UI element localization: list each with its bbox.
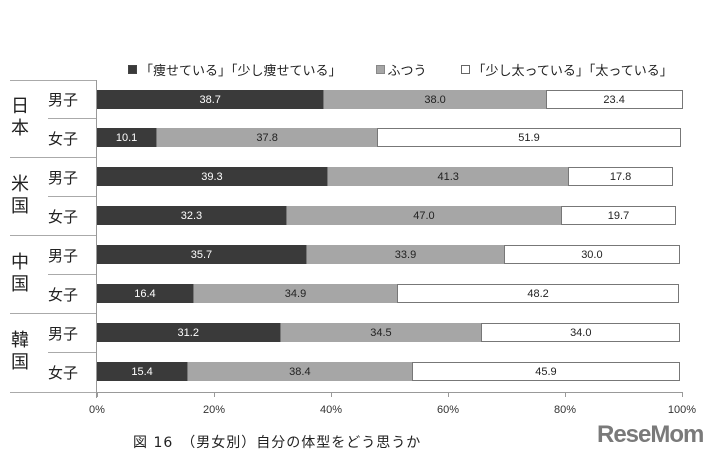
bar-row: 32.3 47.0 19.7	[97, 206, 677, 225]
bar-segment-thin: 10.1	[97, 128, 157, 147]
bar-row: 35.7 33.9 30.0	[97, 245, 680, 264]
bar-row: 39.3 41.3 17.8	[97, 167, 673, 186]
bar-segment-heavy: 45.9	[411, 362, 681, 381]
frame-line	[48, 118, 96, 119]
country-label-china: 中国	[11, 252, 29, 295]
bar-row: 31.2 34.5 34.0	[97, 323, 681, 342]
bar-segment-normal: 37.8	[156, 128, 378, 147]
bar-segment-thin: 35.7	[97, 245, 306, 264]
bar-segment-heavy: 48.2	[397, 284, 680, 303]
bar-segment-thin: 15.4	[97, 362, 188, 381]
bar-segment-normal: 34.9	[192, 284, 398, 303]
frame-line	[10, 392, 96, 393]
bar-row: 15.4 38.4 45.9	[97, 362, 681, 381]
x-tick	[97, 392, 98, 397]
legend-swatch-normal	[375, 65, 385, 74]
bar-segment-thin: 39.3	[97, 167, 327, 186]
legend-swatch-thin	[128, 65, 137, 74]
gender-label: 女子	[48, 130, 79, 148]
legend: 「痩せている」「少し痩せている」 ふつう 「少し太っている」「太っている」	[128, 60, 673, 79]
legend-item-heavy: 「少し太っている」「太っている」	[460, 60, 673, 79]
frame-line	[48, 196, 96, 197]
frame-line	[10, 235, 96, 236]
bar-segment-normal: 34.5	[279, 323, 482, 342]
bar-segment-heavy: 19.7	[560, 206, 677, 225]
gender-label: 男子	[48, 325, 79, 343]
bar-segment-normal: 38.4	[187, 362, 412, 381]
bar-segment-normal: 33.9	[305, 245, 505, 264]
gender-label: 男子	[48, 169, 79, 187]
gender-label: 女子	[48, 286, 79, 304]
bar-segment-heavy: 30.0	[504, 245, 680, 264]
frame-line	[10, 313, 96, 314]
x-tick-label: 100%	[667, 404, 697, 416]
gender-label: 男子	[48, 91, 79, 109]
legend-item-normal: ふつう	[375, 60, 427, 79]
x-tick	[214, 392, 215, 397]
y-axis-line	[96, 80, 97, 398]
country-label-korea: 韓国	[11, 330, 29, 373]
frame-line	[48, 352, 96, 353]
legend-label: 「少し太っている」「太っている」	[472, 64, 673, 79]
x-tick	[448, 392, 449, 397]
bar-segment-normal: 38.0	[323, 90, 546, 109]
frame-line	[48, 274, 96, 275]
chart-caption: 図 16 （男女別）自分の体型をどう思うか	[133, 435, 422, 451]
x-tick-label: 40%	[319, 404, 343, 416]
bar-segment-thin: 32.3	[97, 206, 286, 225]
bar-segment-thin: 38.7	[97, 90, 324, 109]
resemom-logo: ReseMom	[597, 421, 704, 448]
frame-line	[10, 80, 96, 81]
bar-segment-heavy: 34.0	[481, 323, 681, 342]
legend-label: ふつう	[387, 64, 427, 79]
gender-label: 女子	[48, 364, 79, 382]
x-tick	[331, 392, 332, 397]
x-tick-label: 60%	[436, 404, 460, 416]
bar-segment-thin: 16.4	[97, 284, 193, 303]
bar-row: 10.1 37.8 51.9	[97, 128, 681, 147]
x-tick	[682, 392, 683, 397]
country-label-japan: 日本	[11, 96, 29, 139]
country-label-usa: 米国	[11, 174, 29, 217]
bar-segment-thin: 31.2	[97, 323, 280, 342]
bar-segment-normal: 47.0	[285, 206, 561, 225]
legend-swatch-heavy	[460, 65, 470, 74]
legend-label: 「痩せている」「少し痩せている」	[140, 64, 342, 79]
x-tick-label: 0%	[89, 404, 105, 416]
x-tick	[565, 392, 566, 397]
bar-segment-heavy: 17.8	[568, 167, 673, 186]
bar-row: 16.4 34.9 48.2	[97, 284, 680, 303]
x-tick-label: 20%	[202, 404, 226, 416]
x-tick-label: 80%	[553, 404, 577, 416]
gender-label: 女子	[48, 208, 79, 226]
x-axis-line	[96, 392, 683, 393]
gender-label: 男子	[48, 247, 79, 265]
bar-segment-heavy: 23.4	[545, 90, 683, 109]
frame-line	[10, 157, 96, 158]
bar-segment-heavy: 51.9	[377, 128, 681, 147]
bar-row: 38.7 38.0 23.4	[97, 90, 683, 109]
bar-segment-normal: 41.3	[326, 167, 569, 186]
legend-item-thin: 「痩せている」「少し痩せている」	[128, 60, 342, 79]
